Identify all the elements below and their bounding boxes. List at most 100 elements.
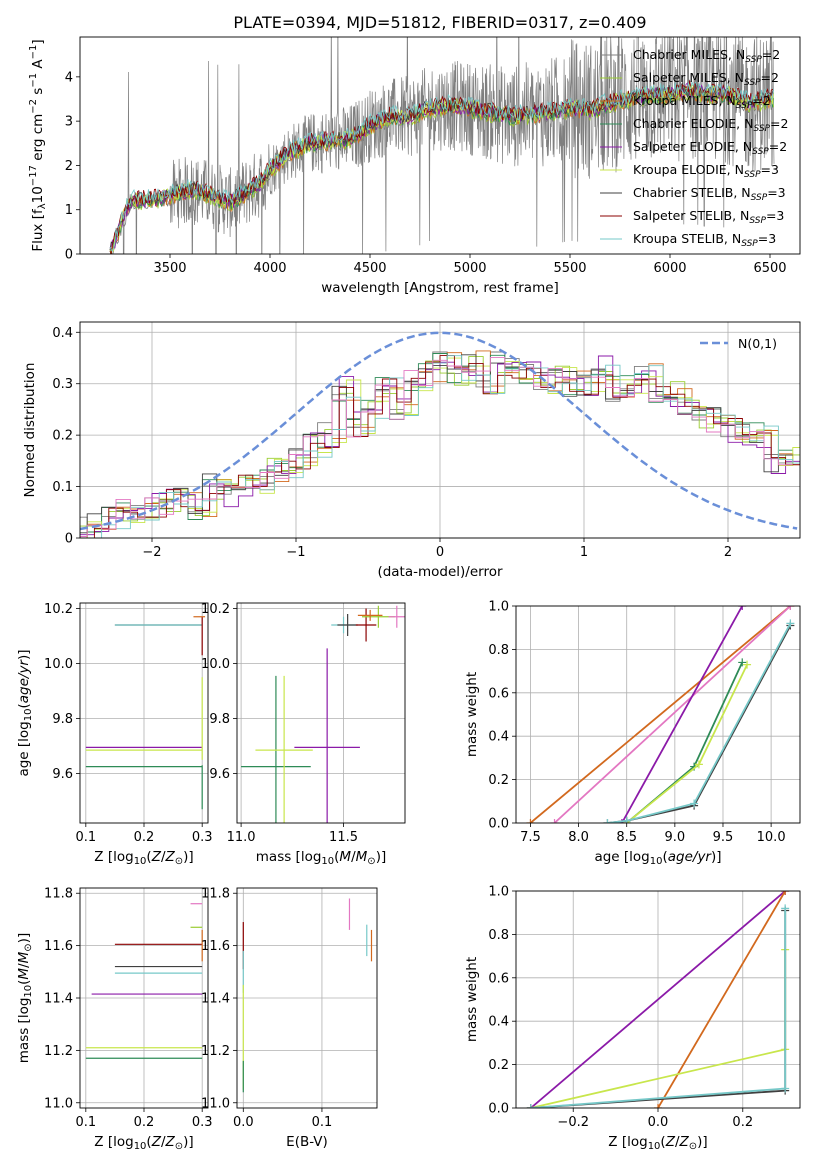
z-mass-frame bbox=[79, 887, 209, 1109]
mass-age-frame bbox=[236, 602, 406, 824]
z-mass-grid bbox=[80, 888, 208, 1108]
weight-line bbox=[607, 622, 792, 823]
z-age-panel: 0.1 0.2 0.3 9.6 9.8 10.0 10.2 Z [log10(Z/Z⊙)] ag… bbox=[16, 602, 213, 867]
y-tick-label: 9.8 bbox=[209, 712, 230, 727]
residual-legend: N(0,1) bbox=[700, 336, 777, 351]
y-tick-label: 11.8 bbox=[201, 887, 230, 902]
x-tick-label: −0.2 bbox=[557, 1115, 589, 1130]
x-axis-label: Z [log10(Z/Z⊙)] bbox=[94, 849, 193, 867]
weight-marker bbox=[781, 904, 790, 913]
y-tick-label: 10.2 bbox=[201, 602, 230, 617]
spectrum-model-line bbox=[110, 86, 774, 253]
legend-entry: Salpeter MILES, NSSP=2 bbox=[633, 70, 779, 88]
x-tick-label: −2 bbox=[142, 545, 161, 560]
x-tick-label: 4500 bbox=[353, 261, 386, 276]
residual-histogram bbox=[87, 355, 800, 538]
x-tick-label: 0 bbox=[436, 545, 444, 560]
weight-marker bbox=[690, 799, 699, 808]
age-weight-grid bbox=[516, 605, 800, 824]
legend-entry: Salpeter STELIB, NSSP=3 bbox=[633, 208, 784, 226]
y-tick-label: 11.6 bbox=[44, 939, 73, 954]
x-axis-label: age [log10(age/yr)] bbox=[594, 849, 721, 867]
legend-entry: Chabrier STELIB, NSSP=3 bbox=[633, 185, 786, 203]
spectrum-model-line bbox=[109, 81, 774, 253]
x-tick-label: 10.0 bbox=[757, 830, 786, 845]
residual-histogram bbox=[80, 355, 800, 538]
x-tick-label: 1 bbox=[580, 545, 588, 560]
y-tick-label: 1.0 bbox=[488, 600, 509, 615]
x-tick-label: 11.5 bbox=[329, 830, 358, 845]
x-axis-label: Z [log10(Z/Z⊙)] bbox=[94, 1134, 193, 1152]
y-tick-label: 10.0 bbox=[201, 657, 230, 672]
legend-entry: Chabrier MILES, NSSP=2 bbox=[633, 47, 780, 65]
spectrum-legend: Chabrier MILES, NSSP=2 Salpeter MILES, NS… bbox=[600, 47, 788, 249]
y-axis-label: Normed distribution bbox=[22, 363, 38, 498]
spectrum-frame bbox=[79, 36, 801, 255]
x-tick-label: −1 bbox=[286, 545, 305, 560]
y-axis-label: Flux [fλ10−17 erg cm−2 s−1 A−1] bbox=[28, 39, 48, 251]
x-axis-label: mass [log10(M/M⊙)] bbox=[256, 849, 386, 867]
weight-line bbox=[553, 606, 792, 823]
weight-line bbox=[626, 664, 748, 823]
x-tick-label: 8.0 bbox=[568, 830, 589, 845]
y-tick-label: 0.2 bbox=[52, 429, 73, 444]
weight-marker bbox=[781, 891, 790, 895]
z-age-grid bbox=[80, 603, 208, 823]
weight-marker bbox=[617, 819, 626, 823]
mass-age-panel: 11.0 11.5 9.6 9.8 10.0 10.2 mass [log10(M/M⊙)] bbox=[201, 602, 406, 867]
weight-marker bbox=[622, 816, 631, 823]
weight-line bbox=[626, 662, 744, 823]
y-tick-label: 0.4 bbox=[488, 730, 509, 745]
ebv-mass-panel: 0.0 0.1 11.0 11.2 11.4 11.6 11.8 E(B-V) bbox=[201, 887, 378, 1150]
mass-age-plot-area bbox=[241, 605, 405, 823]
z-mass-plot-area bbox=[85, 903, 203, 1059]
weight-marker bbox=[743, 660, 752, 669]
ebv-mass-plot-area bbox=[242, 898, 373, 1093]
y-tick-label: 9.8 bbox=[52, 712, 73, 727]
weight-line bbox=[529, 606, 791, 823]
weight-marker bbox=[654, 1104, 662, 1108]
y-tick-label: 0.6 bbox=[488, 971, 509, 986]
x-tick-label: 0.0 bbox=[648, 1115, 669, 1130]
y-tick-label: 0.4 bbox=[52, 326, 73, 341]
legend-entry: Chabrier ELODIE, NSSP=2 bbox=[633, 116, 788, 134]
y-tick-label: 0.3 bbox=[52, 377, 73, 392]
weight-marker bbox=[786, 619, 795, 628]
spectrum-plot-area bbox=[109, 37, 775, 254]
legend-entry: N(0,1) bbox=[738, 336, 777, 351]
x-tick-label: 0.3 bbox=[192, 1115, 213, 1130]
x-tick-label: 0.1 bbox=[75, 1115, 96, 1130]
y-tick-label: 0.2 bbox=[488, 1058, 509, 1073]
x-tick-label: 5000 bbox=[453, 261, 486, 276]
residual-histogram bbox=[80, 356, 793, 537]
z-age-plot-area bbox=[85, 616, 206, 810]
residuals-panel: −2 −1 0 1 2 0 0.1 0.2 0.3 0.4 (data-model)/error No… bbox=[22, 321, 801, 580]
legend-entry: Kroupa MILES, NSSP=2 bbox=[633, 93, 771, 111]
weight-marker bbox=[550, 819, 559, 823]
weight-marker bbox=[603, 819, 612, 823]
x-tick-label: 2 bbox=[724, 545, 732, 560]
y-tick-label: 9.6 bbox=[209, 767, 230, 782]
weight-marker bbox=[738, 606, 747, 610]
x-tick-label: 9.5 bbox=[713, 830, 734, 845]
ebv-mass-frame bbox=[236, 887, 378, 1109]
weight-line bbox=[621, 606, 743, 823]
ebv-mass-grid bbox=[237, 888, 377, 1108]
x-tick-label: 0.1 bbox=[312, 1115, 333, 1130]
mass-age-grid bbox=[237, 603, 405, 823]
x-tick-label: 5500 bbox=[553, 261, 586, 276]
y-tick-label: 4 bbox=[65, 70, 73, 85]
legend-entry: Kroupa ELODIE, NSSP=3 bbox=[633, 162, 779, 180]
y-tick-label: 0.8 bbox=[488, 928, 509, 943]
y-tick-label: 11.2 bbox=[201, 1044, 230, 1059]
weight-line bbox=[657, 891, 786, 1108]
y-tick-label: 0.1 bbox=[52, 480, 73, 495]
x-tick-label: 8.5 bbox=[616, 830, 637, 845]
figure-title: PLATE=0394, MJD=51812, FIBERID=0317, z=0… bbox=[233, 13, 646, 32]
residuals-plot-area bbox=[80, 331, 800, 538]
y-tick-label: 11.0 bbox=[201, 1096, 230, 1111]
weight-marker bbox=[526, 1104, 535, 1108]
legend-entry: Salpeter ELODIE, NSSP=2 bbox=[633, 139, 787, 157]
x-tick-label: 11.0 bbox=[227, 830, 256, 845]
y-tick-label: 10.2 bbox=[44, 602, 73, 617]
